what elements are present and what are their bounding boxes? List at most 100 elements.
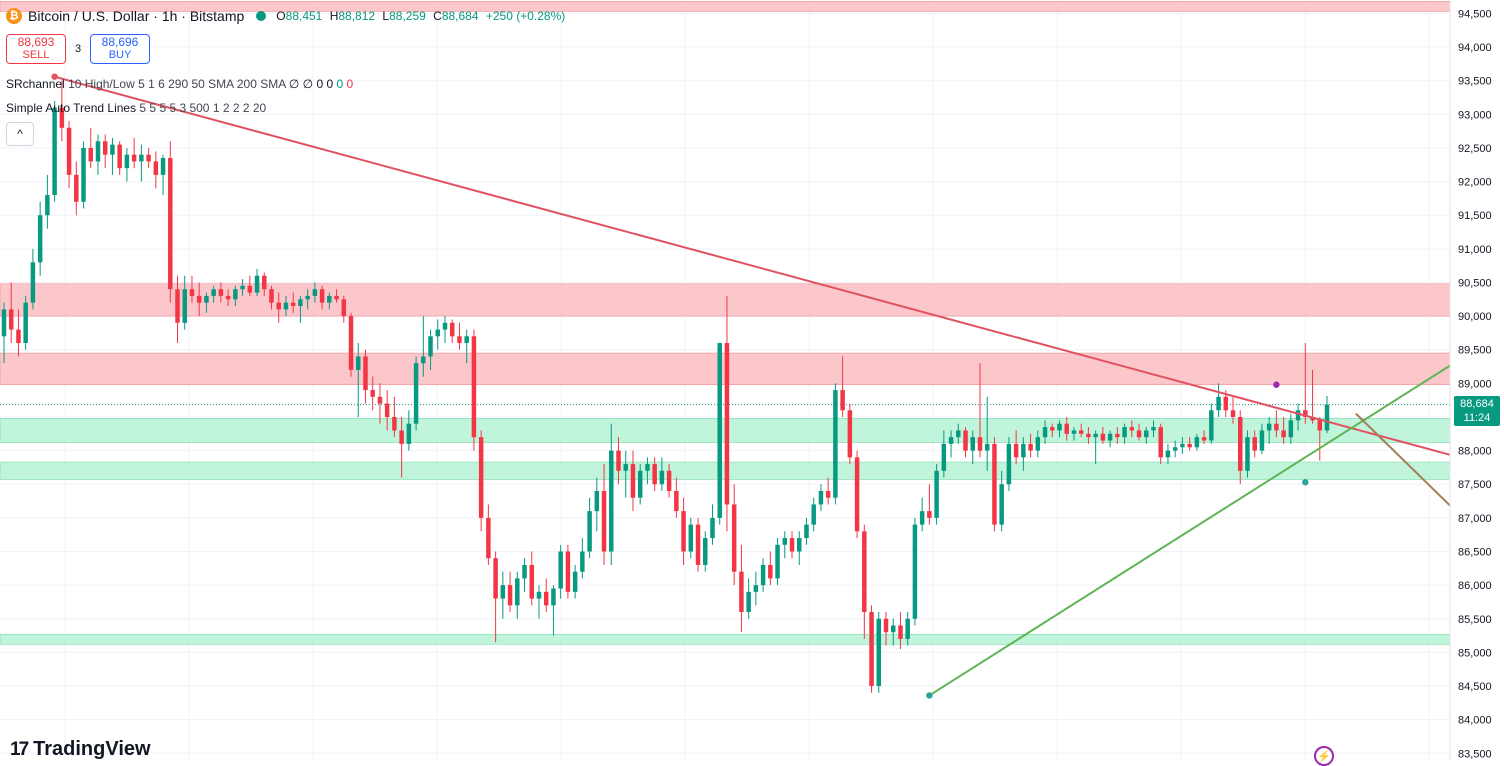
- candle-body: [1151, 427, 1156, 431]
- candle-body: [1194, 437, 1200, 448]
- candle-body: [74, 174, 79, 202]
- candle-body: [59, 107, 65, 128]
- candle-body: [876, 618, 882, 687]
- candle-body: [1100, 433, 1106, 441]
- buy-button[interactable]: 88,696 BUY: [90, 34, 150, 64]
- candle-body: [327, 295, 332, 303]
- candle-body: [305, 295, 310, 300]
- candle-body: [471, 336, 477, 438]
- candle-body: [1042, 427, 1048, 438]
- candle-body: [941, 443, 947, 471]
- candle-body: [1238, 416, 1243, 471]
- candle-body: [1172, 447, 1178, 451]
- candle-body: [1, 309, 7, 337]
- candle-body: [1165, 450, 1171, 458]
- candle-body: [681, 511, 686, 552]
- indicator-srchannel[interactable]: SRchannel 10 High/Low 5 1 6 290 50 SMA 2…: [6, 77, 353, 91]
- symbol-title[interactable]: Bitcoin / U.S. Dollar · 1h · Bitstamp: [28, 8, 245, 24]
- price-tick-label: 86,000: [1458, 580, 1492, 592]
- candle-body: [862, 531, 867, 613]
- candle-body: [196, 295, 202, 303]
- candle-body: [1158, 427, 1163, 458]
- indicator-auto-trend-lines[interactable]: Simple Auto Trend Lines 5 5 5 5 3 500 1 …: [6, 101, 266, 115]
- candle-body: [674, 490, 679, 512]
- candle-body: [254, 275, 260, 293]
- candle-body: [356, 356, 361, 370]
- candle-body: [1281, 430, 1286, 438]
- price-tick-label: 90,500: [1458, 277, 1492, 289]
- candle-body: [493, 558, 498, 599]
- resistance-zone: [0, 283, 1451, 317]
- candle-body: [977, 437, 983, 451]
- candle-body: [45, 195, 50, 216]
- candle-body: [1006, 443, 1012, 485]
- candle-body: [601, 490, 607, 552]
- ohlc-key-high: H: [329, 9, 339, 23]
- candle-body: [384, 403, 390, 417]
- candle-body: [507, 585, 513, 606]
- candle-body: [421, 356, 426, 364]
- price-tick-label: 86,500: [1458, 547, 1492, 559]
- tradingview-logo[interactable]: 17 TradingView: [10, 738, 151, 761]
- sell-button[interactable]: 88,693 SELL: [6, 34, 66, 64]
- candle-body: [153, 161, 159, 175]
- candle-body: [298, 299, 303, 307]
- candle-body: [283, 302, 289, 310]
- candle-body: [1129, 427, 1135, 431]
- candle-body: [717, 343, 722, 518]
- candle-body: [934, 470, 939, 518]
- candle-body: [1057, 423, 1062, 431]
- candle-body: [999, 484, 1004, 525]
- candle-body: [189, 289, 195, 296]
- candle-body: [558, 551, 563, 589]
- candle-body: [912, 524, 918, 619]
- price-tick-label: 91,500: [1458, 210, 1492, 222]
- candle-body: [392, 416, 397, 431]
- candle-body: [1274, 423, 1279, 431]
- symbol-header: ₿ Bitcoin / U.S. Dollar · 1h · Bitstamp …: [6, 8, 569, 24]
- candle-body: [594, 490, 600, 512]
- candle-body: [1115, 433, 1120, 438]
- price-tick-label: 83,500: [1458, 748, 1492, 760]
- lightning-icon[interactable]: ⚡: [1314, 746, 1334, 766]
- collapse-legend-button[interactable]: ^: [6, 122, 34, 146]
- candle-body: [1266, 423, 1272, 431]
- uptrend_ext-line: [1355, 412, 1451, 507]
- candle-body: [565, 551, 571, 592]
- price-tick-label: 85,500: [1458, 614, 1492, 626]
- ohlc-key-close: C: [433, 9, 442, 23]
- candle-body: [1071, 430, 1077, 434]
- candle-body: [739, 571, 744, 613]
- indicator-value: 0: [343, 77, 354, 91]
- candle-body: [580, 551, 585, 572]
- candle-body: [312, 289, 318, 296]
- candle-body: [52, 107, 57, 196]
- candle-body: [182, 289, 187, 323]
- uptrend-line: [928, 364, 1451, 697]
- candle-body: [139, 154, 144, 162]
- candle-body: [630, 464, 636, 498]
- candle-body: [1028, 443, 1033, 451]
- candle-body: [992, 443, 997, 525]
- candle-body: [95, 141, 101, 162]
- candle-body: [1295, 410, 1301, 421]
- price-tick-label: 92,000: [1458, 177, 1492, 189]
- candle-body: [811, 504, 816, 525]
- candle-body: [478, 437, 484, 518]
- ohlc-value-close: 88,684: [441, 9, 479, 23]
- indicator-name: SRchannel: [6, 77, 65, 91]
- candle-body: [746, 591, 751, 613]
- trade-panel: 88,693 SELL 3 88,696 BUY: [6, 34, 150, 64]
- price-axis: 94,500 94,000 93,500 93,000 92,500 92,000 91,5…: [1449, 0, 1492, 760]
- candle-body: [666, 470, 672, 491]
- candle-body: [1216, 396, 1221, 411]
- candle-body: [1288, 420, 1294, 438]
- spread-value: 3: [74, 43, 82, 55]
- pivot-point: [1273, 381, 1280, 388]
- candle-body: [710, 517, 715, 539]
- support-zone: [0, 633, 1451, 645]
- price-tick-label: 93,000: [1458, 109, 1492, 121]
- current-price-badge: 88,684 11:24: [1454, 395, 1500, 426]
- price-tick-label: 93,500: [1458, 76, 1492, 88]
